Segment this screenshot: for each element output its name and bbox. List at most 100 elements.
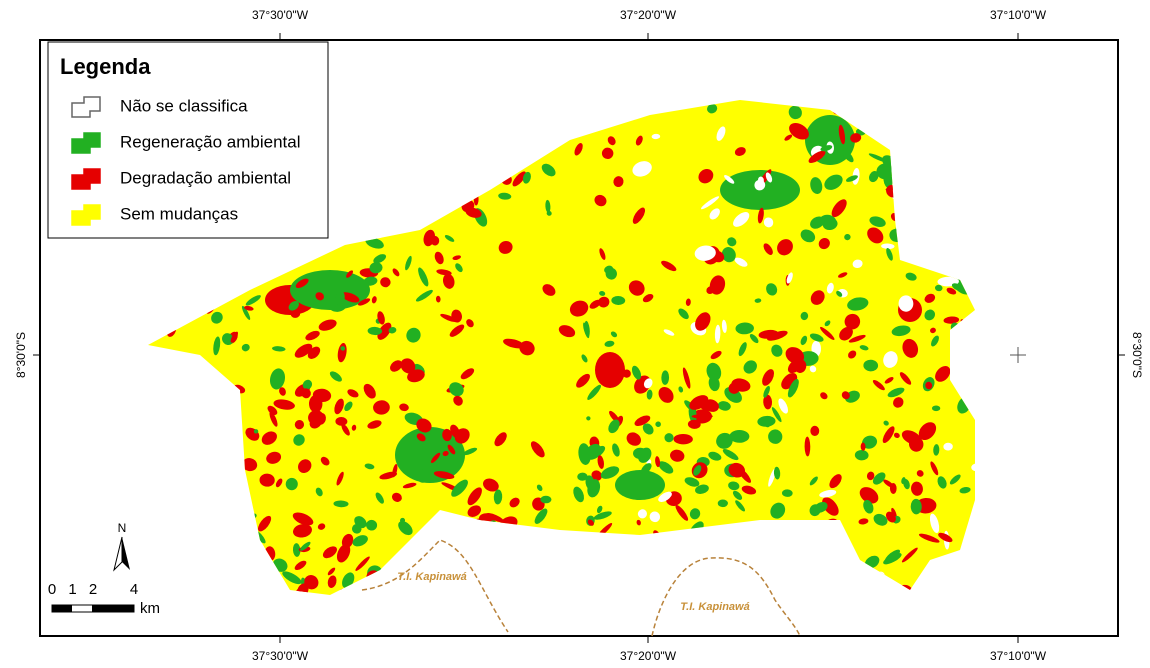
land-patch bbox=[706, 286, 715, 295]
land-patch bbox=[810, 290, 825, 305]
land-patch bbox=[540, 495, 552, 504]
land-patch bbox=[498, 192, 512, 200]
land-patch bbox=[273, 399, 295, 410]
land-patch bbox=[831, 199, 847, 218]
coord-label: 37°20'0"W bbox=[620, 649, 677, 663]
land-patch bbox=[663, 329, 675, 336]
land-patch bbox=[241, 343, 250, 352]
legend-swatch bbox=[71, 96, 101, 118]
land-patch bbox=[375, 492, 384, 504]
land-patch bbox=[612, 443, 620, 457]
land-patch bbox=[684, 477, 700, 487]
land-patch bbox=[391, 492, 402, 502]
land-patch bbox=[710, 350, 722, 360]
land-patch bbox=[771, 407, 782, 423]
legend: Legenda Não se classifica Regeneração amb… bbox=[47, 41, 329, 239]
land-patch bbox=[327, 567, 336, 576]
scale-segment bbox=[92, 605, 134, 612]
land-patch bbox=[406, 327, 421, 343]
land-patch bbox=[462, 447, 478, 456]
land-patch bbox=[292, 512, 314, 526]
land-patch bbox=[810, 425, 820, 437]
land-patch bbox=[341, 423, 350, 436]
land-patch bbox=[934, 284, 943, 292]
land-patch bbox=[809, 365, 817, 373]
land-patch bbox=[392, 268, 400, 277]
land-patch bbox=[646, 389, 653, 400]
land-patch bbox=[863, 499, 874, 514]
land-patch bbox=[738, 342, 747, 357]
land-patch bbox=[664, 433, 674, 443]
land-patch bbox=[354, 516, 367, 529]
land-patch bbox=[767, 330, 788, 341]
land-patch bbox=[693, 465, 702, 476]
land-patch bbox=[722, 449, 739, 461]
land-patch bbox=[373, 400, 390, 415]
land-patch bbox=[460, 368, 475, 380]
land-patch bbox=[649, 511, 661, 523]
land-patch bbox=[734, 147, 746, 156]
land-patch bbox=[610, 331, 618, 338]
land-patch bbox=[916, 470, 924, 477]
land-patch bbox=[307, 346, 321, 359]
land-patch bbox=[872, 380, 885, 391]
land-patch bbox=[230, 331, 238, 343]
land-patch bbox=[598, 296, 610, 308]
land-patch bbox=[290, 310, 301, 318]
land-patch bbox=[244, 305, 254, 311]
land-patch bbox=[858, 518, 869, 525]
land-patch bbox=[884, 549, 901, 563]
land-patch bbox=[346, 270, 354, 278]
legend-swatch bbox=[71, 132, 101, 154]
land-patch bbox=[335, 291, 345, 305]
north-label: N bbox=[118, 521, 127, 535]
land-patch bbox=[503, 338, 525, 349]
land-patch bbox=[635, 135, 643, 146]
land-patch bbox=[586, 416, 591, 421]
land-patch bbox=[455, 263, 463, 273]
land-patch bbox=[613, 176, 624, 188]
land-patch bbox=[591, 470, 602, 481]
land-patch bbox=[336, 544, 351, 563]
scale-tick-label: 2 bbox=[89, 581, 97, 598]
land-patch bbox=[741, 485, 757, 495]
graticule-ticks bbox=[33, 33, 1125, 643]
land-patch bbox=[809, 333, 824, 342]
land-patch bbox=[211, 311, 223, 324]
land-patch bbox=[467, 487, 482, 506]
legend-swatch bbox=[71, 204, 101, 226]
land-patch bbox=[581, 354, 588, 363]
land-patch bbox=[701, 196, 720, 210]
land-patch bbox=[854, 449, 869, 461]
land-patch bbox=[829, 474, 842, 489]
land-patch bbox=[415, 289, 433, 302]
land-patch bbox=[935, 366, 951, 382]
land-patch bbox=[558, 325, 576, 338]
land-patch bbox=[574, 143, 583, 156]
land-patch bbox=[604, 340, 615, 347]
land-patch bbox=[867, 227, 884, 244]
land-patch bbox=[405, 255, 412, 271]
land-patch bbox=[301, 388, 311, 399]
land-patch bbox=[336, 471, 344, 486]
land-patch bbox=[716, 432, 733, 449]
land-patch bbox=[304, 574, 319, 590]
land-patch bbox=[599, 248, 606, 260]
land-patch bbox=[789, 123, 809, 140]
land-patch bbox=[293, 434, 305, 446]
land-patch bbox=[577, 472, 588, 481]
land-patch bbox=[259, 473, 275, 487]
land-patch bbox=[363, 276, 378, 286]
land-patch bbox=[585, 475, 595, 490]
land-patch bbox=[839, 326, 853, 341]
land-patch bbox=[651, 133, 661, 140]
land-patch bbox=[626, 432, 641, 446]
land-patch bbox=[824, 320, 831, 327]
land-patch bbox=[882, 426, 895, 444]
land-patch bbox=[734, 257, 748, 267]
land-patch bbox=[836, 290, 843, 297]
land-patch bbox=[435, 295, 441, 303]
land-patch bbox=[678, 308, 689, 320]
land-patch bbox=[893, 432, 900, 439]
